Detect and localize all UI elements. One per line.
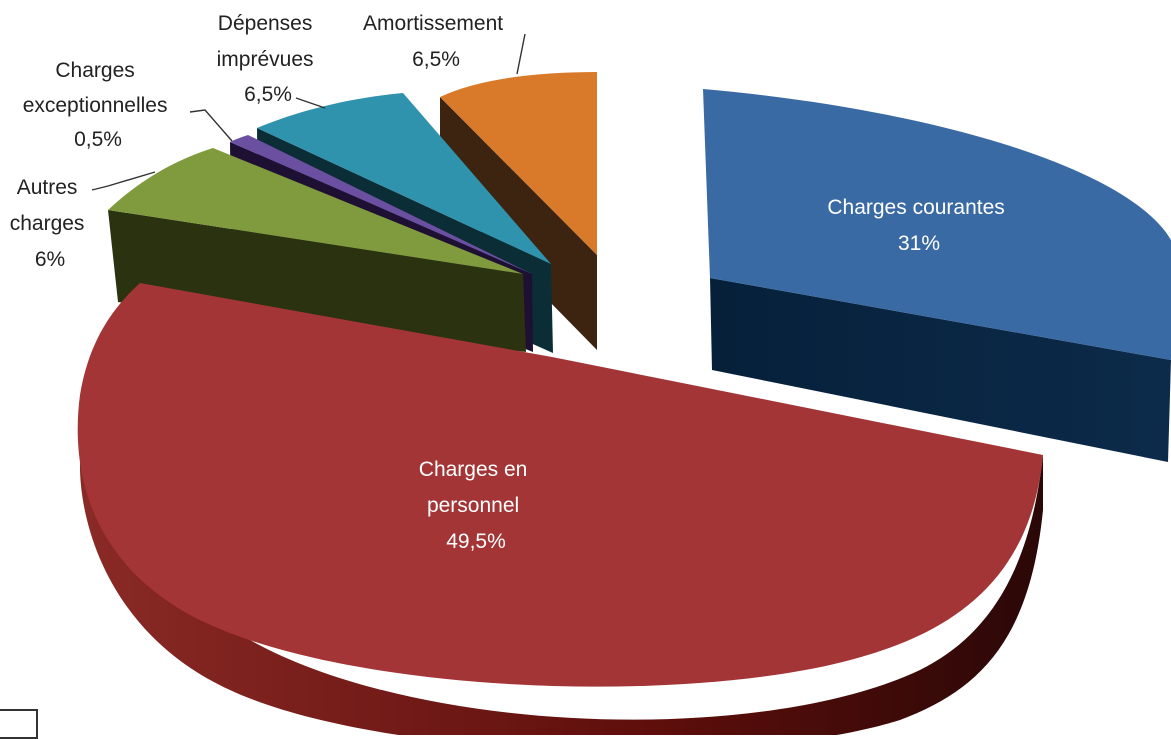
slice-charges-exceptionnelles-top	[230, 135, 532, 274]
slice-amortissement-top	[440, 72, 597, 255]
label-charges-en-personnel: Charges en personnel 49,5%	[419, 458, 533, 553]
label-charges-en-personnel-l1: Charges en	[419, 458, 528, 481]
slice-charges-courantes-side	[710, 278, 1171, 462]
slice-charges-en-personnel-top	[77, 283, 1044, 687]
label-autres-charges: Autres charges 6%	[10, 176, 91, 271]
slice-charges-courantes	[703, 89, 1171, 462]
label-charges-en-personnel-l2: personnel	[427, 494, 519, 517]
slice-autres-charges-side	[108, 210, 526, 352]
slice-autres-charges	[108, 148, 526, 352]
label-charges-exceptionnelles-l2: exceptionnelles	[23, 94, 168, 117]
label-charges-exceptionnelles-l3: 0,5%	[74, 128, 122, 151]
leader-charges-exceptionnelles	[189, 109, 233, 142]
label-charges-courantes-l1: Charges courantes	[827, 196, 1004, 219]
slice-amortissement-side	[440, 97, 597, 350]
slice-amortissement	[440, 72, 597, 350]
label-autres-charges-l1: Autres	[17, 176, 78, 199]
label-depenses-imprevues-l3: 6,5%	[244, 83, 292, 106]
leader-lines	[91, 33, 526, 191]
label-autres-charges-l3: 6%	[35, 248, 65, 271]
label-charges-courantes-l2: 31%	[898, 232, 940, 255]
slice-charges-en-personnel	[77, 283, 1044, 735]
label-charges-en-personnel-l3: 49,5%	[446, 530, 506, 553]
label-autres-charges-l2: charges	[10, 212, 85, 235]
label-charges-courantes: Charges courantes 31%	[827, 196, 1010, 255]
label-amortissement: Amortissement 6,5%	[363, 12, 509, 71]
slice-depenses-imprevues-top	[257, 93, 551, 264]
label-depenses-imprevues: Dépenses imprévues 6,5%	[217, 12, 320, 106]
leader-depenses-imprevues	[295, 97, 326, 109]
label-depenses-imprevues-l2: imprévues	[217, 48, 314, 71]
label-amortissement-l2: 6,5%	[412, 48, 460, 71]
slice-charges-courantes-top	[703, 89, 1171, 360]
leader-autres-charges	[91, 171, 156, 191]
label-charges-exceptionnelles-l1: Charges	[55, 59, 134, 82]
slice-autres-charges-top	[108, 148, 523, 274]
label-depenses-imprevues-l1: Dépenses	[218, 12, 313, 35]
label-amortissement-l1: Amortissement	[363, 12, 503, 35]
label-charges-exceptionnelles: Charges exceptionnelles 0,5%	[23, 59, 174, 151]
leader-amortissement	[516, 33, 526, 75]
